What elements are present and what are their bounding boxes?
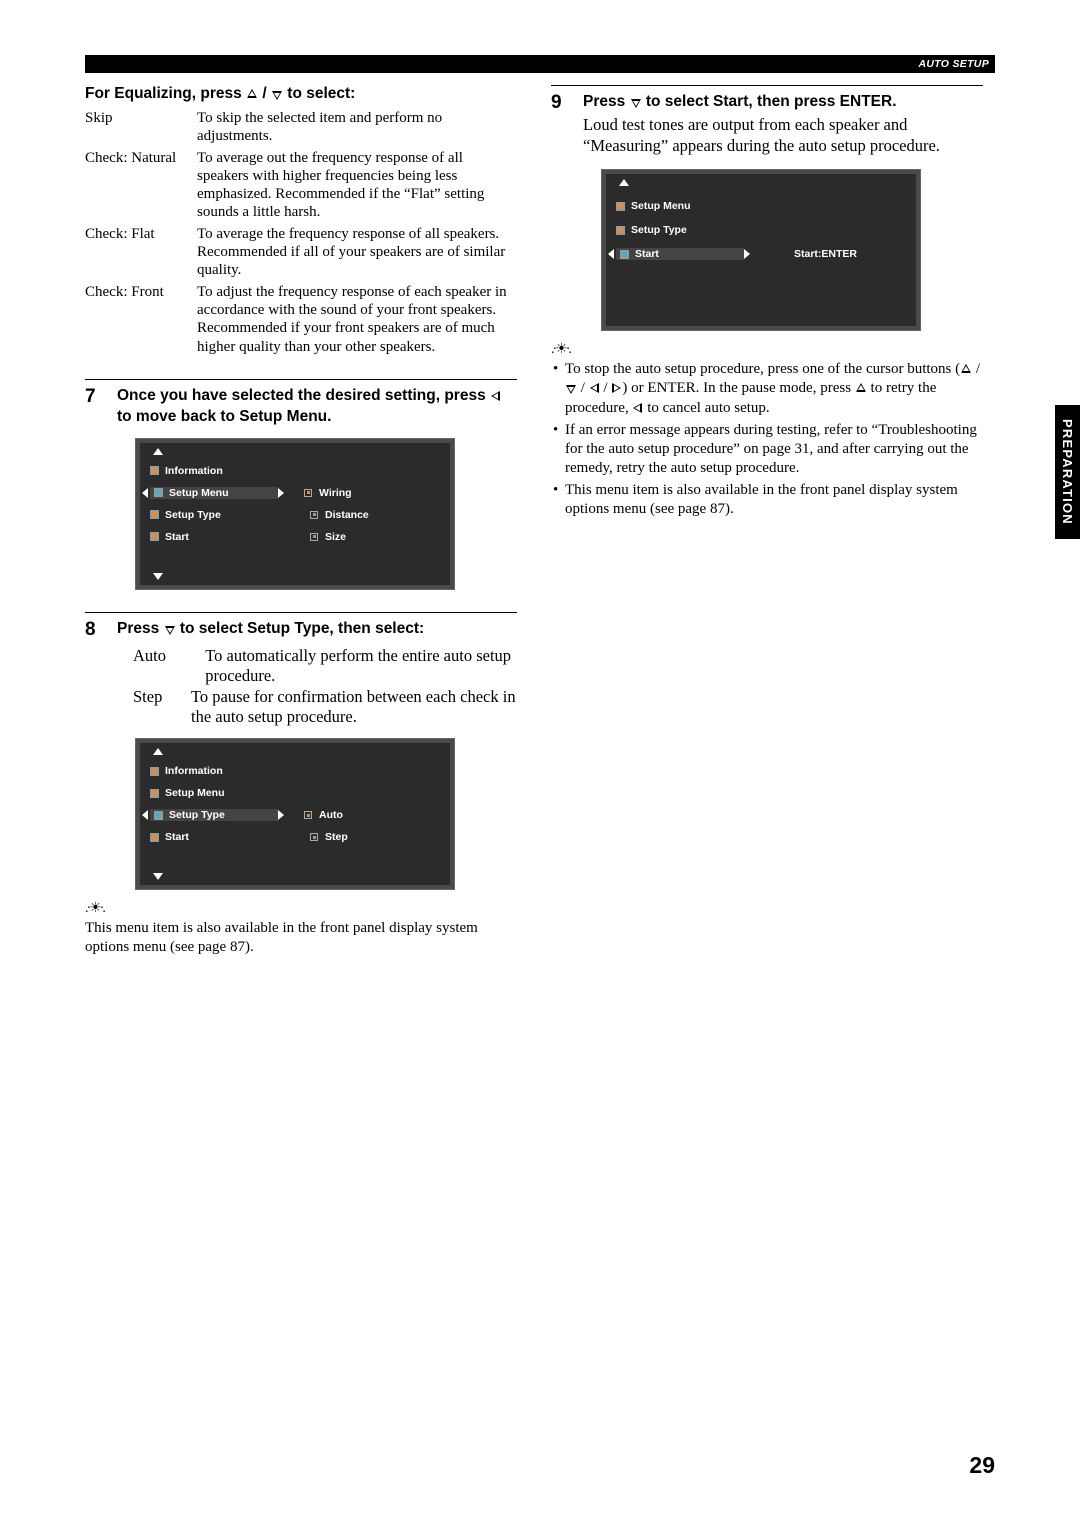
step-text: Once you have selected the desired setti… <box>117 386 517 428</box>
table-row: Check: FrontTo adjust the frequency resp… <box>85 283 517 359</box>
step-text: Press to select Setup Type, then select: <box>117 619 424 640</box>
osd-step9: Setup Menu Setup Type Start Start:ENTER <box>601 169 921 331</box>
osd-item: Setup Menu <box>169 487 229 499</box>
up-arrow-icon <box>153 448 163 455</box>
header-label: AUTO SETUP <box>919 58 995 70</box>
up-icon <box>247 89 257 98</box>
left-arrow-icon <box>142 488 148 498</box>
right-arrow-icon <box>744 249 750 259</box>
up-arrow-icon <box>619 179 629 186</box>
table-row: SkipTo skip the selected item and perfor… <box>85 109 517 149</box>
header-bar: AUTO SETUP <box>85 55 995 73</box>
left-icon <box>491 391 500 401</box>
step8-definitions: AutoTo automatically perform the entire … <box>133 646 517 729</box>
note-item: If an error message appears during testi… <box>565 421 983 479</box>
tip-icon: .·☀·. <box>85 900 517 917</box>
def-row: StepTo pause for confirmation between ea… <box>133 687 517 728</box>
down-icon <box>272 91 282 100</box>
note-item: To stop the auto setup procedure, press … <box>565 360 983 418</box>
equalizing-title: For Equalizing, press / to select: <box>85 85 517 103</box>
right-arrow-icon <box>278 488 284 498</box>
step8-note: This menu item is also available in the … <box>85 919 517 957</box>
osd-item: Distance <box>325 509 369 521</box>
step7: 7 Once you have selected the desired set… <box>85 386 517 428</box>
osd-item: Wiring <box>319 487 352 499</box>
tip-icon: .·☀·. <box>551 341 983 358</box>
note-item: This menu item is also available in the … <box>565 481 983 519</box>
down-icon <box>165 626 175 635</box>
left-column: For Equalizing, press / to select: SkipT… <box>85 85 517 957</box>
down-icon <box>631 99 641 108</box>
down-arrow-icon <box>153 573 163 580</box>
step-number: 8 <box>85 619 103 641</box>
osd-item: Setup Type <box>631 224 687 236</box>
table-row: Check: NaturalTo average out the frequen… <box>85 149 517 225</box>
side-tab: PREPARATION <box>1055 405 1080 539</box>
osd-item: Step <box>325 831 348 843</box>
step9-para: Loud test tones are output from each spe… <box>583 115 983 156</box>
osd-item: Start:ENTER <box>794 248 857 260</box>
right-arrow-icon <box>278 810 284 820</box>
osd-item: Size <box>325 531 346 543</box>
osd-item: Setup Type <box>169 809 225 821</box>
left-arrow-icon <box>608 249 614 259</box>
step8: 8 Press to select Setup Type, then selec… <box>85 619 517 641</box>
step-text: Press to select Start, then press ENTER. <box>583 92 983 113</box>
osd-item: Setup Type <box>165 509 221 521</box>
right-column: 9 Press to select Start, then press ENTE… <box>551 85 983 957</box>
table-row: Check: FlatTo average the frequency resp… <box>85 225 517 283</box>
osd-item: Auto <box>319 809 343 821</box>
osd-item: Setup Menu <box>631 200 691 212</box>
step9-notes: To stop the auto setup procedure, press … <box>551 360 983 520</box>
step-number: 9 <box>551 92 569 114</box>
osd-step8: Information Setup Menu Setup Type Auto S… <box>135 738 455 890</box>
osd-item: Setup Menu <box>165 787 225 799</box>
step-number: 7 <box>85 386 103 408</box>
equalizing-table: SkipTo skip the selected item and perfor… <box>85 109 517 359</box>
osd-item: Information <box>165 765 223 777</box>
up-arrow-icon <box>153 748 163 755</box>
def-row: AutoTo automatically perform the entire … <box>133 646 517 687</box>
step9: 9 Press to select Start, then press ENTE… <box>551 92 983 156</box>
down-arrow-icon <box>153 873 163 880</box>
osd-item: Start <box>165 531 189 543</box>
left-arrow-icon <box>142 810 148 820</box>
osd-item: Start <box>635 248 659 260</box>
osd-item: Information <box>165 465 223 477</box>
page-number: 29 <box>969 1452 995 1479</box>
osd-item: Start <box>165 831 189 843</box>
osd-step7: Information Setup Menu Wiring Setup Type… <box>135 438 455 590</box>
